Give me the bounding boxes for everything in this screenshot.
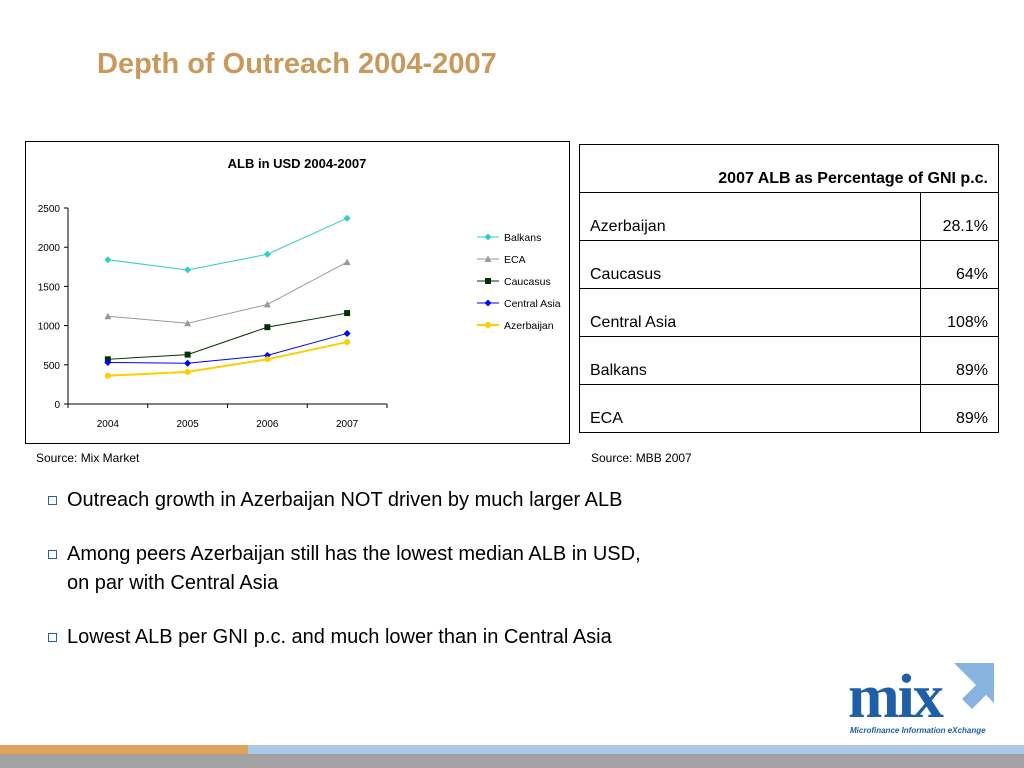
data-point-balkans — [104, 256, 112, 264]
country-cell: Caucasus — [579, 240, 921, 289]
value-cell: 64% — [920, 240, 999, 289]
table-row: Central Asia 108% — [579, 288, 999, 337]
table-row: Caucasus 64% — [579, 240, 999, 289]
x-tick-label: 2006 — [256, 419, 279, 430]
country-cell: Balkans — [579, 336, 921, 385]
table-row: Azerbaijan 28.1% — [579, 192, 999, 241]
data-point-eca — [184, 319, 192, 327]
data-point-caucasus — [184, 351, 191, 358]
slide-title: Depth of Outreach 2004-2007 — [97, 48, 497, 80]
table-row: ECA 89% — [579, 384, 999, 433]
data-point-eca — [263, 300, 271, 308]
data-point-balkans — [343, 214, 351, 222]
y-tick-label: 1000 — [38, 322, 61, 333]
bullet-item: Among peers Azerbaijan still has the low… — [45, 540, 641, 598]
data-point-azerbaijan — [344, 339, 351, 346]
data-point-balkans — [263, 250, 271, 258]
country-cell: Azerbaijan — [579, 192, 921, 241]
country-cell: ECA — [579, 384, 921, 433]
gni-table: 2007 ALB as Percentage of GNI p.c. Azerb… — [579, 144, 999, 433]
chart-frame: ALB in USD 2004-2007 0 500 1000 1500 2000 2500… — [25, 141, 570, 444]
footer-bar-gray — [0, 754, 1024, 768]
data-point-azerbaijan — [264, 356, 271, 363]
data-point-azerbaijan — [184, 368, 191, 375]
logo-tagline: Microfinance Information eXchange — [850, 726, 986, 735]
legend-marker-central-asia — [484, 299, 492, 307]
gni-table-header: 2007 ALB as Percentage of GNI p.c. — [579, 144, 999, 193]
data-point-caucasus — [344, 310, 351, 317]
square-bullet-icon — [48, 550, 57, 559]
gni-table-header-row: 2007 ALB as Percentage of GNI p.c. — [579, 144, 999, 193]
legend-marker-balkans — [484, 233, 492, 241]
series-line-caucasus — [107, 312, 348, 360]
legend-label-azerbaijan: Azerbaijan — [504, 320, 554, 332]
y-tick-label: 1500 — [38, 282, 61, 293]
legend-marker-caucasus — [485, 278, 491, 284]
table-source: Source: MBB 2007 — [591, 451, 692, 465]
y-tick-label: 0 — [54, 400, 60, 411]
legend-marker-azerbaijan — [485, 322, 491, 328]
y-tick-label: 2000 — [38, 243, 61, 254]
mix-logo: mix Microfinance Information eXchange — [846, 659, 1006, 739]
data-point-balkans — [184, 266, 192, 274]
footer-bar-orange — [0, 745, 248, 754]
data-point-central-asia — [184, 359, 192, 367]
country-cell: Central Asia — [579, 288, 921, 337]
data-point-eca — [343, 258, 351, 266]
alb-line-chart: ALB in USD 2004-2007 0 500 1000 1500 2000 2500… — [38, 156, 561, 430]
data-point-caucasus — [264, 324, 271, 331]
value-cell: 89% — [920, 384, 999, 433]
legend-marker-eca — [484, 255, 492, 262]
bullet-list: Outreach growth in Azerbaijan NOT driven… — [45, 486, 641, 677]
square-bullet-icon — [48, 633, 57, 642]
bullet-text: Lowest ALB per GNI p.c. and much lower t… — [67, 626, 612, 648]
value-cell: 28.1% — [920, 192, 999, 241]
data-point-azerbaijan — [104, 372, 111, 379]
series-line-central-asia — [107, 332, 348, 364]
square-bullet-icon — [48, 496, 57, 505]
bullet-text: Outreach growth in Azerbaijan NOT driven… — [67, 489, 623, 511]
bullet-item: Lowest ALB per GNI p.c. and much lower t… — [45, 623, 641, 652]
bullet-item: Outreach growth in Azerbaijan NOT driven… — [45, 486, 641, 515]
legend-label-caucasus: Caucasus — [504, 276, 551, 288]
legend-label-balkans: Balkans — [504, 232, 541, 244]
x-tick-label: 2005 — [177, 419, 200, 430]
value-cell: 89% — [920, 336, 999, 385]
bullet-text-line1: Among peers Azerbaijan still has the low… — [67, 543, 641, 565]
footer-bar-blue — [248, 745, 1024, 754]
x-tick-label: 2004 — [97, 419, 120, 430]
data-point-central-asia — [104, 358, 112, 366]
x-tick-label: 2007 — [336, 419, 359, 430]
series-line-azerbaijan — [107, 341, 348, 377]
chart-source: Source: Mix Market — [36, 451, 140, 465]
y-tick-label: 2500 — [38, 204, 61, 215]
legend-label-central-asia: Central Asia — [504, 298, 561, 310]
legend-label-eca: ECA — [504, 254, 526, 266]
bullet-text-line2: on par with Central Asia — [67, 572, 279, 594]
series-line-eca — [107, 261, 348, 324]
chart-title: ALB in USD 2004-2007 — [228, 156, 367, 171]
logo-wordmark: mix — [848, 663, 944, 731]
logo-arrow-icon — [954, 663, 994, 709]
series-line-balkans — [107, 217, 348, 271]
data-point-eca — [104, 312, 112, 320]
table-row: Balkans 89% — [579, 336, 999, 385]
y-tick-label: 500 — [43, 361, 60, 372]
data-point-central-asia — [343, 329, 351, 337]
value-cell: 108% — [920, 288, 999, 337]
